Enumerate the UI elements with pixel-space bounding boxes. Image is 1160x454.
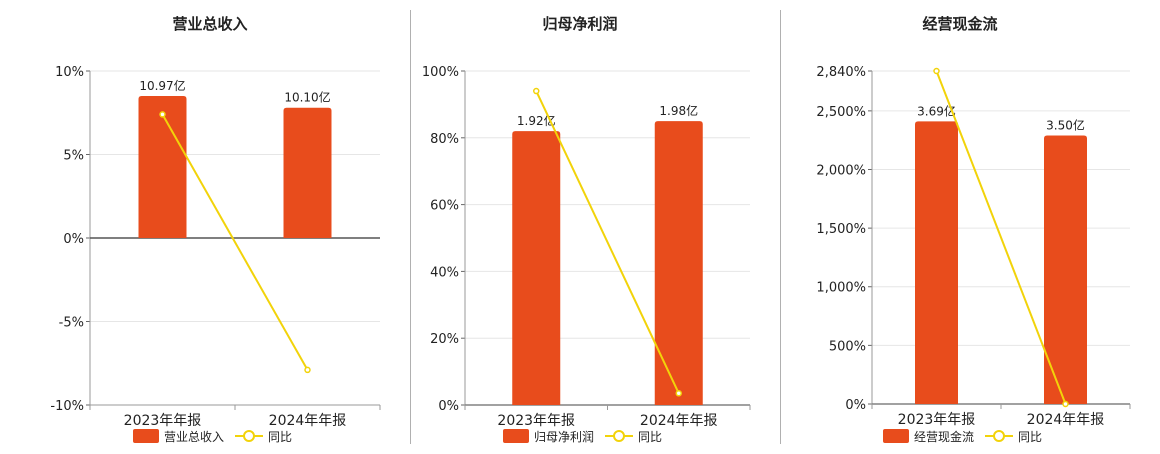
legend-bar-swatch — [883, 429, 909, 443]
legend-line-marker — [993, 430, 1005, 442]
bar-value-label: 3.50亿 — [1046, 117, 1085, 132]
yoy-point — [1062, 400, 1069, 408]
y-tick-label: 10% — [55, 65, 84, 80]
legend-line-marker — [613, 430, 625, 442]
x-tick-label: 2023年年报 — [898, 412, 976, 428]
legend-line-label: 同比 — [268, 430, 292, 444]
yoy-point — [304, 366, 311, 374]
bar — [283, 107, 332, 239]
y-tick-label: 60% — [430, 199, 459, 214]
bar — [654, 121, 703, 405]
legend-bar-label: 归母净利润 — [534, 430, 594, 444]
yoy-point — [159, 111, 166, 118]
y-tick-label: 1,000% — [816, 281, 866, 296]
bar — [1044, 135, 1087, 404]
y-tick-label: 100% — [422, 65, 459, 80]
panel-divider-2 — [780, 10, 781, 444]
y-tick-label: 0% — [63, 232, 84, 247]
legend-bar-label: 营业总收入 — [164, 430, 224, 444]
y-tick-label: 80% — [430, 132, 459, 147]
x-tick-label: 2024年年报 — [269, 413, 347, 429]
panel-divider-1 — [410, 10, 411, 444]
legend-line-label: 同比 — [1018, 430, 1042, 444]
bar-value-label: 10.10亿 — [284, 90, 330, 105]
y-tick-label: -10% — [50, 399, 84, 414]
bar-value-label: 1.98亿 — [659, 103, 698, 118]
y-tick-label: 2,840% — [816, 65, 866, 80]
x-tick-label: 2023年年报 — [124, 413, 202, 429]
y-tick-label: 2,500% — [816, 105, 866, 120]
y-tick-label: 500% — [829, 339, 866, 354]
x-tick-label: 2024年年报 — [1027, 412, 1105, 428]
y-tick-label: 0% — [438, 399, 459, 414]
bar-value-label: 3.69亿 — [917, 103, 956, 118]
bar — [138, 96, 187, 238]
net-profit-chart-panel: 归母净利润 0% 20% 40% 60% 80% 100% 1.92亿 1.98亿 2023年年报… — [411, 0, 780, 450]
y-tick-label: 5% — [63, 149, 84, 164]
chart-title: 经营现金流 — [922, 15, 997, 33]
y-tick-label: 1,500% — [816, 222, 866, 237]
chart-svg: 经营现金流 0% 500% 1,000% 1,500% 2,000% 2,500% 2,840… — [816, 15, 1131, 444]
legend-line-marker — [243, 430, 255, 442]
chart-svg: 归母净利润 0% 20% 40% 60% 80% 100% 1.92亿 1.98亿 2023年年报… — [422, 15, 751, 444]
chart-svg: 营业总收入 -10% -5% 0% 5% 10% 10.97亿 10.10亿 2023年年报 20… — [50, 15, 381, 444]
revenue-chart-panel: 营业总收入 -10% -5% 0% 5% 10% 10.97亿 10.10亿 2023年年报 20… — [0, 0, 405, 450]
yoy-series-line — [935, 70, 1067, 405]
x-tick-label: 2024年年报 — [640, 413, 718, 429]
legend-bar-swatch — [133, 429, 159, 443]
legend-bar-label: 经营现金流 — [914, 429, 974, 444]
legend-bar-swatch — [503, 429, 529, 443]
yoy-series-line — [161, 113, 309, 371]
cash-flow-chart-panel: 经营现金流 0% 500% 1,000% 1,500% 2,000% 2,500% 2,840… — [781, 0, 1160, 450]
y-tick-label: 20% — [430, 332, 459, 347]
yoy-point — [933, 67, 940, 75]
chart-title: 归母净利润 — [542, 15, 617, 33]
y-tick-label: 0% — [845, 398, 866, 413]
legend-line-label: 同比 — [638, 430, 662, 444]
yoy-point — [533, 87, 540, 95]
y-tick-label: 2,000% — [816, 163, 866, 178]
x-tick-label: 2023年年报 — [497, 413, 575, 429]
y-tick-label: 40% — [430, 265, 459, 280]
bar-value-label: 10.97亿 — [139, 78, 185, 93]
bar — [915, 121, 958, 405]
yoy-point — [675, 390, 682, 397]
chart-title: 营业总收入 — [172, 15, 247, 33]
y-tick-label: -5% — [59, 316, 84, 331]
bar — [512, 131, 561, 405]
bar-value-label: 1.92亿 — [517, 113, 556, 128]
yoy-series-line — [535, 90, 680, 394]
